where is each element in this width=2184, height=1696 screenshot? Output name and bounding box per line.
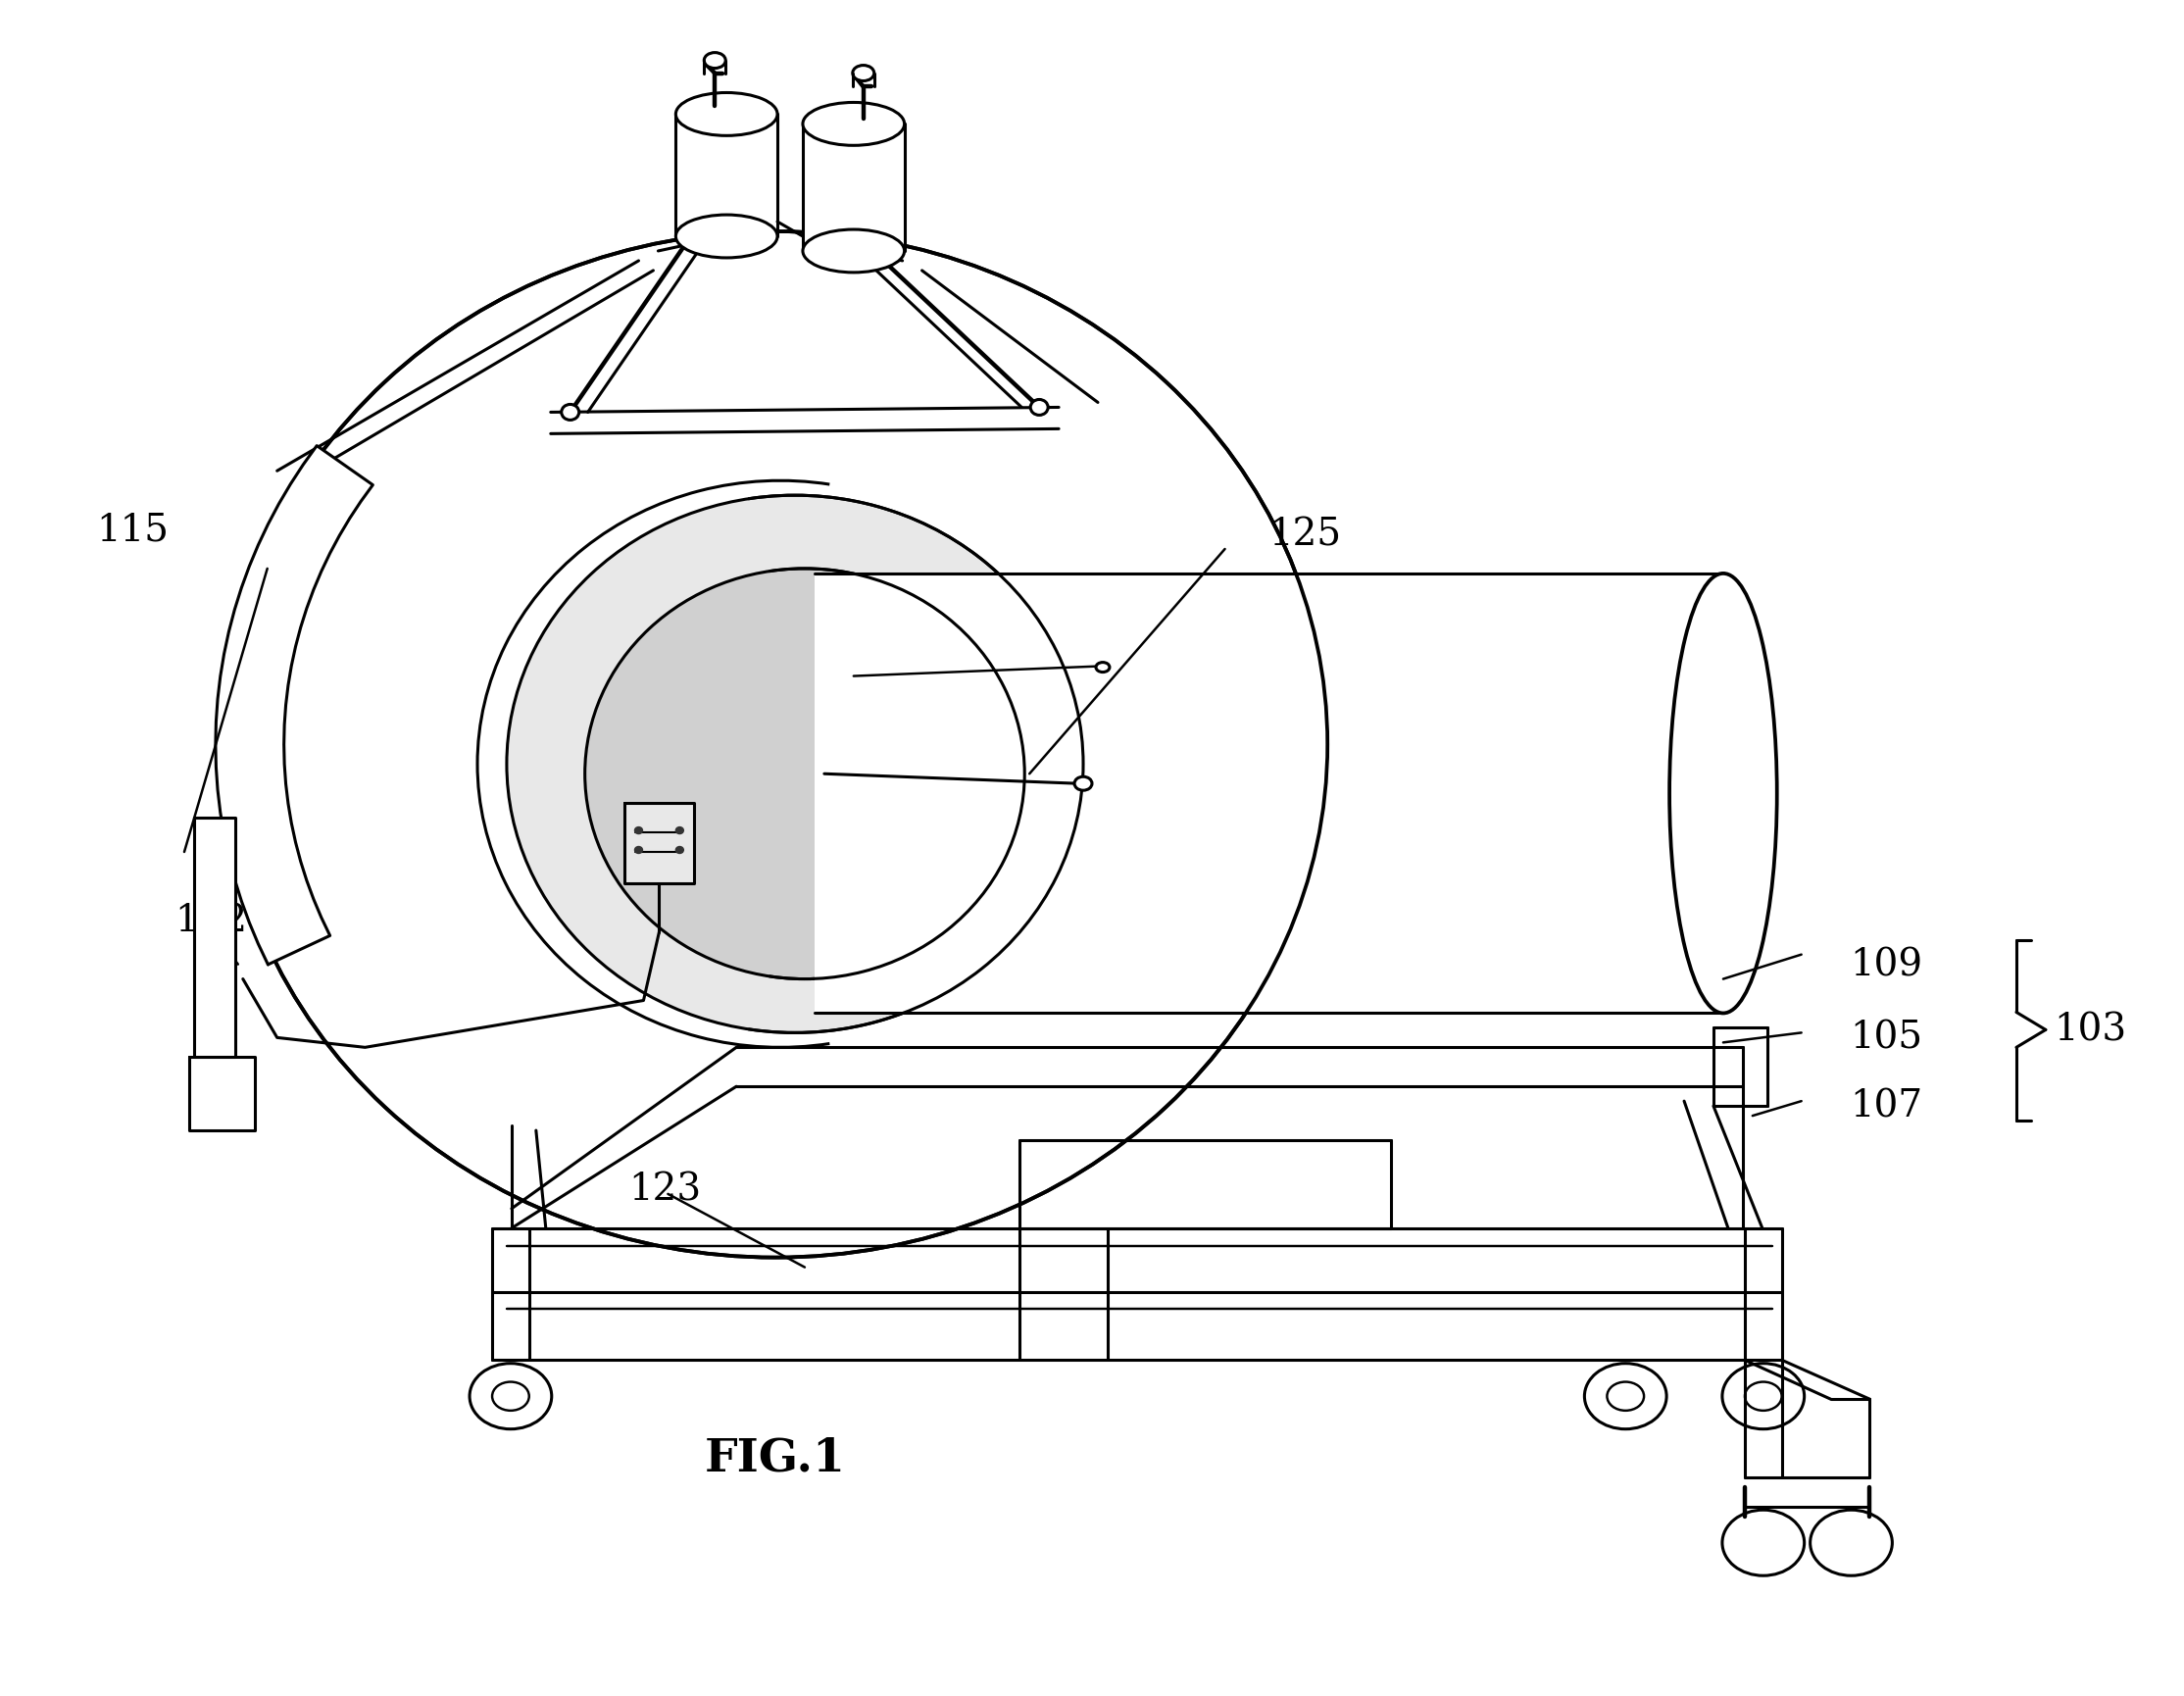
Text: 122: 122 bbox=[175, 902, 247, 940]
Ellipse shape bbox=[491, 1382, 529, 1411]
Ellipse shape bbox=[1607, 1382, 1645, 1411]
Ellipse shape bbox=[675, 828, 684, 834]
Polygon shape bbox=[675, 115, 778, 237]
Polygon shape bbox=[804, 126, 904, 251]
Ellipse shape bbox=[470, 1364, 553, 1430]
Ellipse shape bbox=[585, 570, 1024, 979]
Text: 109: 109 bbox=[1850, 946, 1922, 984]
Ellipse shape bbox=[1811, 1509, 1891, 1576]
Polygon shape bbox=[815, 573, 1723, 1014]
Ellipse shape bbox=[675, 93, 778, 136]
Ellipse shape bbox=[675, 846, 684, 853]
Ellipse shape bbox=[675, 215, 778, 258]
Text: 125: 125 bbox=[1269, 517, 1341, 553]
Ellipse shape bbox=[1723, 1509, 1804, 1576]
Text: 105: 105 bbox=[1850, 1019, 1922, 1057]
Ellipse shape bbox=[804, 103, 904, 146]
Ellipse shape bbox=[1723, 1364, 1804, 1430]
Ellipse shape bbox=[1031, 400, 1048, 416]
Ellipse shape bbox=[1075, 777, 1092, 790]
Ellipse shape bbox=[1745, 1382, 1782, 1411]
Ellipse shape bbox=[1669, 573, 1778, 1014]
Text: 123: 123 bbox=[629, 1172, 701, 1208]
Ellipse shape bbox=[852, 66, 874, 81]
Text: 103: 103 bbox=[2053, 1013, 2127, 1048]
Polygon shape bbox=[625, 804, 695, 884]
Ellipse shape bbox=[561, 405, 579, 421]
Text: 115: 115 bbox=[96, 512, 168, 548]
Ellipse shape bbox=[636, 828, 642, 834]
Text: 107: 107 bbox=[1850, 1089, 1922, 1124]
Polygon shape bbox=[216, 446, 373, 965]
Polygon shape bbox=[190, 1058, 256, 1131]
Ellipse shape bbox=[804, 231, 904, 273]
Ellipse shape bbox=[1096, 663, 1109, 673]
Ellipse shape bbox=[636, 846, 642, 853]
Ellipse shape bbox=[703, 54, 725, 70]
Polygon shape bbox=[194, 817, 236, 1058]
Text: FIG.1: FIG.1 bbox=[705, 1435, 845, 1481]
Ellipse shape bbox=[507, 495, 1083, 1033]
Ellipse shape bbox=[223, 232, 1328, 1258]
Ellipse shape bbox=[1583, 1364, 1666, 1430]
